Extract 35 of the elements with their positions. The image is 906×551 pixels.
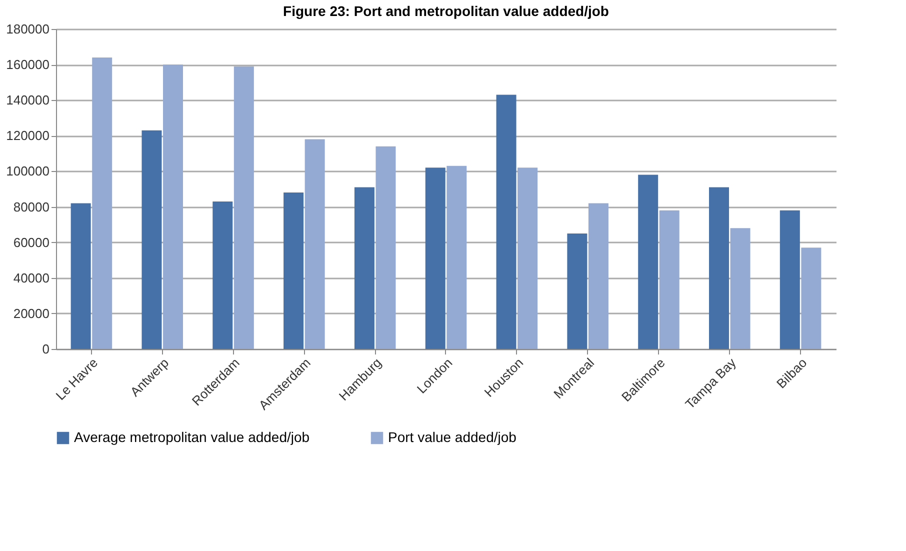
y-tick-label: 20000 [13, 306, 50, 321]
bar [304, 139, 325, 349]
bar [588, 203, 608, 349]
bar [163, 64, 183, 349]
bar [212, 201, 233, 349]
legend-label: Port value added/job [388, 429, 517, 445]
bar [567, 233, 588, 349]
bar [518, 168, 538, 349]
y-tick-label: 140000 [6, 92, 50, 108]
y-tick-label: 80000 [13, 199, 50, 214]
y-tick-label: 60000 [13, 234, 50, 250]
bar [780, 210, 800, 349]
bar [801, 248, 822, 349]
chart-title: Figure 23: Port and metropolitan value added/job [283, 3, 609, 19]
y-tick-label: 180000 [6, 22, 50, 36]
bar [284, 192, 304, 349]
bar [638, 174, 658, 349]
bar [496, 94, 516, 349]
y-tick-label: 120000 [6, 128, 50, 144]
legend-label: Average metropolitan value added/job [74, 429, 310, 445]
bar [709, 187, 729, 349]
y-tick-label: 160000 [6, 57, 50, 72]
y-tick-label: 40000 [13, 270, 50, 286]
y-tick-label: 0 [42, 342, 50, 356]
bar [142, 130, 162, 349]
bar [425, 168, 446, 349]
y-tick-label: 100000 [6, 164, 50, 179]
bar [659, 210, 680, 349]
bar [446, 166, 467, 349]
bar [730, 228, 750, 349]
bar [92, 57, 112, 349]
bar [234, 66, 254, 349]
bar [354, 187, 374, 349]
bar [376, 146, 396, 349]
bar [70, 203, 91, 349]
